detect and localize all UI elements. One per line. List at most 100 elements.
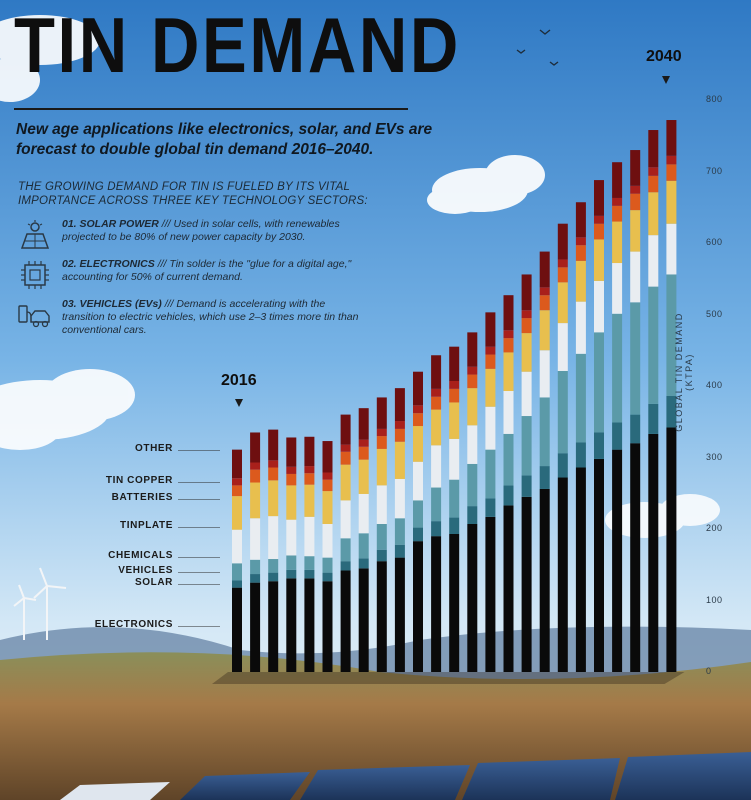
y-tick-label: 500 — [706, 308, 723, 319]
bar-segment-solar-2022 — [340, 561, 351, 571]
bar-segment-batteries-2040 — [666, 164, 677, 181]
bar-segment-electronics-2037 — [612, 449, 623, 672]
sector-label: 02. ELECTRONICS — [62, 258, 155, 270]
bar-segment-tin-copper-2034 — [557, 259, 568, 268]
bar-segment-batteries-2021 — [322, 479, 333, 492]
sector-electronics: 02. ELECTRONICS /// Tin solder is the "g… — [18, 258, 363, 294]
bar-segment-other-2037 — [612, 162, 623, 198]
bar-segment-batteries-2029 — [467, 374, 478, 389]
bar-segment-chemicals-2039 — [648, 235, 659, 287]
bar-segment-chemicals-2031 — [503, 391, 514, 434]
bar-segment-batteries-2033 — [539, 295, 550, 311]
bar-segment-vehicles-2031 — [503, 433, 514, 486]
bar-segment-solar-2025 — [394, 544, 405, 558]
bar-segment-other-2023 — [358, 408, 369, 440]
bar-segment-tinplate-2025 — [394, 441, 405, 479]
bar-segment-electronics-2031 — [503, 505, 514, 672]
bar-segment-tin-copper-2019 — [286, 466, 297, 474]
bar-segment-tinplate-2018 — [268, 480, 279, 517]
bar-segment-other-2031 — [503, 295, 514, 331]
bar-segment-vehicles-2027 — [431, 487, 442, 522]
bar-segment-tinplate-2036 — [594, 239, 604, 281]
bar-segment-vehicles-2038 — [630, 302, 641, 415]
bar-segment-tin-copper-2027 — [431, 388, 442, 397]
bar-segment-other-2020 — [304, 436, 315, 467]
bar-segment-other-2032 — [521, 274, 532, 311]
bar-segment-tinplate-2021 — [322, 491, 333, 524]
sector-desc: /// Demand is accelerating with the tran… — [62, 298, 359, 336]
bar-segment-other-2018 — [268, 429, 279, 461]
bar-segment-vehicles-2023 — [358, 533, 369, 559]
bar-segment-electronics-2036 — [594, 458, 604, 672]
bar-segment-solar-2017 — [250, 574, 261, 583]
start-year-arrow — [235, 399, 243, 407]
bar-segment-batteries-2030 — [485, 354, 496, 369]
bar-segment-tin-copper-2037 — [612, 197, 623, 206]
bar-segment-vehicles-2034 — [557, 370, 568, 454]
bar-segment-tin-copper-2028 — [449, 380, 460, 389]
bar-segment-other-2029 — [467, 332, 478, 367]
legend-leader-line — [178, 449, 220, 451]
bar-segment-batteries-2023 — [358, 446, 369, 460]
bar-segment-batteries-2017 — [250, 469, 261, 483]
bar-segment-other-2033 — [539, 251, 550, 288]
bar-segment-electronics-2016 — [232, 587, 242, 672]
bar-segment-tinplate-2026 — [413, 426, 423, 462]
y-tick-label: 400 — [706, 380, 723, 390]
bar-segment-electronics-2034 — [557, 477, 568, 672]
bar-segment-tin-copper-2025 — [394, 421, 405, 429]
bar-segment-batteries-2025 — [394, 428, 405, 442]
cloud — [0, 369, 135, 450]
bar-segment-tin-copper-2026 — [413, 405, 423, 414]
bar-segment-chemicals-2019 — [286, 519, 297, 556]
bar-segment-batteries-2039 — [648, 175, 659, 193]
bar-segment-vehicles-2036 — [594, 332, 604, 433]
bar-segment-chemicals-2035 — [575, 301, 586, 354]
bar-segment-electronics-2017 — [250, 582, 261, 672]
bar-segment-solar-2031 — [503, 485, 514, 506]
bar-segment-chemicals-2024 — [376, 485, 387, 524]
bar-segment-batteries-2016 — [232, 485, 242, 497]
solar-panel-field — [60, 752, 751, 800]
bar-segment-tinplate-2028 — [449, 402, 460, 439]
bar-segment-tinplate-2029 — [467, 388, 478, 426]
bar-segment-batteries-2027 — [431, 396, 442, 410]
bar-segment-solar-2018 — [268, 572, 279, 582]
bar-segment-vehicles-2037 — [612, 313, 623, 423]
bar-segment-other-2034 — [557, 223, 568, 260]
bar-segment-chemicals-2028 — [449, 438, 460, 480]
legend-label-chemicals: CHEMICALS — [108, 549, 173, 561]
bar-segment-tin-copper-2022 — [340, 444, 351, 452]
wind-turbine-icon — [13, 567, 67, 640]
y-axis-label: GLOBAL TIN DEMAND (KTPA) — [674, 312, 694, 432]
bar-segment-tin-copper-2040 — [666, 155, 677, 165]
bar-segment-tinplate-2034 — [557, 282, 568, 324]
bar-segment-tin-copper-2020 — [304, 466, 315, 474]
bar-segment-tin-copper-2039 — [648, 167, 659, 176]
bar-segment-solar-2035 — [575, 442, 586, 468]
bar-segment-vehicles-2016 — [232, 563, 242, 581]
cloud — [0, 15, 100, 102]
bar-segment-tinplate-2031 — [503, 352, 514, 392]
sector-label: 03. VEHICLES (EVs) — [62, 298, 162, 310]
bar-segment-electronics-2033 — [539, 488, 550, 672]
bar-segment-solar-2028 — [449, 517, 460, 535]
bar-segment-vehicles-2020 — [304, 556, 315, 570]
bar-segment-other-2021 — [322, 441, 333, 473]
bar-segment-electronics-2025 — [394, 557, 405, 672]
bar-segment-other-2016 — [232, 449, 242, 479]
y-tick-label: 0 — [706, 666, 712, 676]
bar-segment-other-2024 — [376, 397, 387, 429]
microchip-icon — [21, 261, 49, 289]
legend-label-solar: SOLAR — [135, 577, 173, 589]
bar-segment-tin-copper-2030 — [485, 346, 496, 355]
bar-segment-other-2030 — [485, 312, 496, 347]
bar-segment-tinplate-2017 — [250, 482, 261, 519]
bar-segment-solar-2023 — [358, 558, 369, 569]
bar-segment-electronics-2020 — [304, 578, 315, 672]
bar-segment-solar-2033 — [539, 466, 550, 489]
birds — [516, 29, 559, 66]
bar-segment-vehicles-2035 — [575, 353, 586, 443]
bar-segment-tinplate-2037 — [612, 221, 623, 264]
bar-segment-vehicles-2029 — [467, 463, 478, 507]
